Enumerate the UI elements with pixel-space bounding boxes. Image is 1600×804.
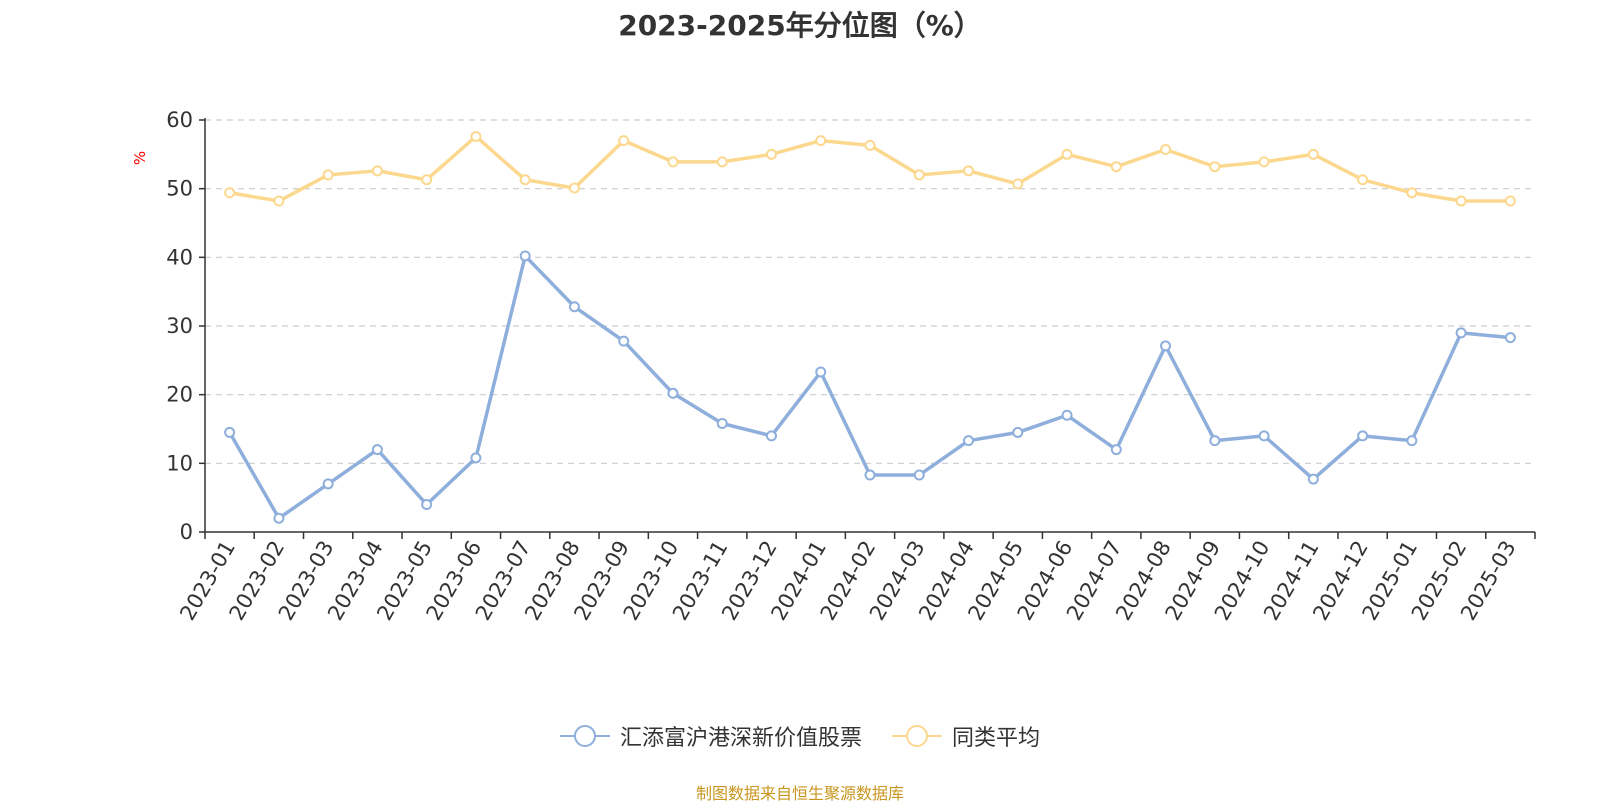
legend-average-label: 同类平均: [952, 726, 1041, 751]
data-point[interactable]: [1258, 156, 1270, 168]
data-point[interactable]: [1357, 174, 1369, 186]
data-point[interactable]: [1504, 195, 1516, 207]
series-1: [224, 130, 1516, 207]
data-point[interactable]: [1110, 161, 1122, 173]
data-point[interactable]: [1504, 332, 1516, 344]
data-point[interactable]: [1307, 473, 1319, 485]
data-point[interactable]: [864, 469, 876, 481]
data-point[interactable]: [568, 182, 580, 194]
y-tick-label: 60: [166, 108, 193, 132]
data-point[interactable]: [1110, 444, 1122, 456]
data-point[interactable]: [371, 444, 383, 456]
data-point[interactable]: [224, 187, 236, 199]
data-point[interactable]: [913, 469, 925, 481]
y-tick-label: 10: [166, 451, 193, 475]
legend-average-marker-icon: [892, 725, 942, 747]
data-point[interactable]: [1160, 144, 1172, 156]
data-point[interactable]: [618, 135, 630, 147]
grid-lines: [205, 119, 1535, 464]
data-point[interactable]: [519, 174, 531, 186]
series: [224, 130, 1516, 524]
y-tick-label: 30: [166, 314, 193, 338]
data-point[interactable]: [1455, 327, 1467, 339]
data-source-note: 制图数据来自恒生聚源数据库: [695, 784, 904, 803]
data-point[interactable]: [421, 174, 433, 186]
data-point[interactable]: [1258, 430, 1270, 442]
data-point[interactable]: [765, 148, 777, 160]
data-point[interactable]: [1406, 435, 1418, 447]
data-point[interactable]: [470, 452, 482, 464]
data-point[interactable]: [1012, 426, 1024, 438]
data-point[interactable]: [1209, 161, 1221, 173]
data-point[interactable]: [1307, 148, 1319, 160]
data-point[interactable]: [322, 169, 334, 181]
data-point[interactable]: [667, 156, 679, 168]
data-point[interactable]: [963, 435, 975, 447]
data-point[interactable]: [1012, 178, 1024, 190]
legend-fund-label: 汇添富沪港深新价值股票: [619, 726, 862, 751]
data-point[interactable]: [371, 165, 383, 177]
data-point[interactable]: [322, 478, 334, 490]
data-point[interactable]: [913, 169, 925, 181]
y-tick-label: 20: [166, 383, 193, 407]
data-point[interactable]: [1406, 187, 1418, 199]
y-tick-label: 50: [166, 177, 193, 201]
data-point[interactable]: [1061, 148, 1073, 160]
data-point[interactable]: [815, 366, 827, 378]
data-point[interactable]: [421, 499, 433, 511]
axes: 01020304050602023-012023-022023-032023-0…: [166, 108, 1536, 624]
data-point[interactable]: [815, 135, 827, 147]
legend: 汇添富沪港深新价值股票 同类平均: [0, 720, 1600, 752]
chart-title: 2023-2025年分位图（%）: [618, 9, 982, 42]
legend-item-fund[interactable]: 汇添富沪港深新价值股票: [559, 720, 862, 752]
data-point[interactable]: [1455, 195, 1467, 207]
y-tick-label: 40: [166, 245, 193, 269]
y-axis-unit-label: %: [131, 151, 149, 165]
legend-fund-marker-icon: [559, 725, 610, 747]
data-point[interactable]: [864, 139, 876, 151]
data-point[interactable]: [519, 250, 531, 262]
data-point[interactable]: [1160, 340, 1172, 352]
data-point[interactable]: [1061, 409, 1073, 421]
data-point[interactable]: [963, 165, 975, 177]
data-point[interactable]: [716, 156, 728, 168]
data-point[interactable]: [224, 426, 236, 438]
data-point[interactable]: [765, 430, 777, 442]
data-point[interactable]: [470, 130, 482, 142]
series-0: [224, 250, 1516, 524]
y-tick-label: 0: [180, 520, 193, 544]
data-point[interactable]: [667, 387, 679, 399]
data-point[interactable]: [618, 335, 630, 347]
data-point[interactable]: [1357, 430, 1369, 442]
data-point[interactable]: [273, 195, 285, 207]
data-point[interactable]: [716, 418, 728, 430]
data-point[interactable]: [273, 512, 285, 524]
legend-item-peer-average[interactable]: 同类平均: [892, 720, 1040, 752]
data-point[interactable]: [568, 301, 580, 313]
data-point[interactable]: [1209, 435, 1221, 447]
